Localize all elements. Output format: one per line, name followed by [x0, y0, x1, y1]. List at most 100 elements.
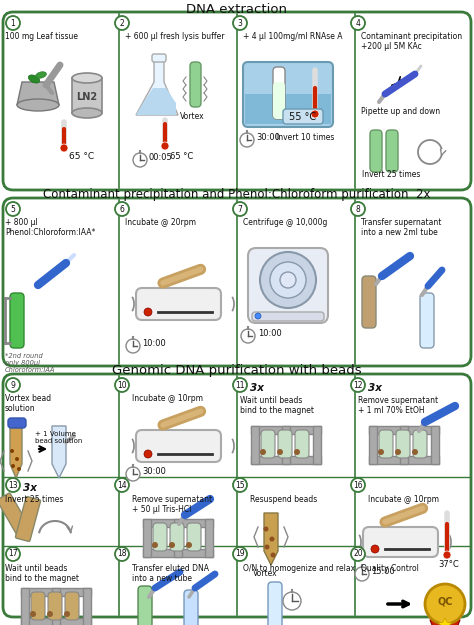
FancyBboxPatch shape	[190, 62, 201, 107]
Circle shape	[11, 464, 15, 468]
Circle shape	[443, 551, 451, 559]
Polygon shape	[430, 612, 460, 625]
Text: 5: 5	[10, 204, 16, 214]
Circle shape	[169, 542, 175, 548]
Circle shape	[271, 552, 275, 558]
Circle shape	[412, 449, 418, 455]
Text: 20: 20	[353, 549, 363, 559]
FancyBboxPatch shape	[3, 374, 471, 617]
FancyBboxPatch shape	[413, 430, 427, 458]
Text: QC: QC	[437, 597, 453, 607]
Circle shape	[270, 536, 274, 541]
FancyBboxPatch shape	[379, 430, 393, 458]
Text: 15:00: 15:00	[371, 567, 395, 576]
Text: Contaminant precipitation
+200 µl 5M KAc: Contaminant precipitation +200 µl 5M KAc	[361, 32, 462, 51]
Text: 00:05: 00:05	[149, 153, 173, 162]
Circle shape	[255, 313, 261, 319]
Circle shape	[144, 450, 152, 458]
Text: Invert 25 times: Invert 25 times	[5, 495, 64, 504]
FancyBboxPatch shape	[153, 523, 167, 551]
FancyBboxPatch shape	[252, 312, 324, 321]
Bar	[251, 456, 321, 464]
FancyBboxPatch shape	[273, 82, 285, 119]
FancyBboxPatch shape	[396, 430, 410, 458]
Circle shape	[233, 16, 247, 30]
Circle shape	[17, 467, 21, 471]
Circle shape	[152, 542, 158, 548]
Bar	[251, 426, 259, 464]
Text: Remove supernatant
+ 50 µl Tris-HCl: Remove supernatant + 50 µl Tris-HCl	[132, 495, 212, 514]
Text: 30:00: 30:00	[256, 133, 280, 142]
Circle shape	[294, 449, 300, 455]
Circle shape	[144, 308, 152, 316]
Bar	[21, 588, 91, 596]
Text: O/N to homogenize and relax: O/N to homogenize and relax	[243, 564, 355, 573]
Circle shape	[6, 378, 20, 392]
Circle shape	[115, 478, 129, 492]
Text: Transfer supernatant
into a new 2ml tube: Transfer supernatant into a new 2ml tube	[361, 218, 441, 238]
Text: Quality Control: Quality Control	[361, 564, 419, 573]
Bar	[21, 588, 29, 625]
Polygon shape	[136, 60, 178, 115]
Circle shape	[6, 16, 20, 30]
FancyBboxPatch shape	[31, 592, 45, 620]
Bar	[143, 519, 213, 527]
FancyBboxPatch shape	[362, 276, 376, 328]
FancyBboxPatch shape	[0, 493, 31, 537]
Text: Vortex: Vortex	[253, 569, 277, 578]
Circle shape	[6, 478, 20, 492]
Circle shape	[260, 449, 266, 455]
Circle shape	[64, 611, 70, 617]
Bar	[369, 456, 439, 464]
Circle shape	[47, 611, 53, 617]
Circle shape	[425, 584, 465, 624]
FancyBboxPatch shape	[136, 430, 221, 462]
Bar	[83, 588, 91, 625]
Ellipse shape	[28, 75, 40, 83]
FancyBboxPatch shape	[136, 288, 221, 320]
Ellipse shape	[72, 73, 102, 83]
Circle shape	[233, 478, 247, 492]
Bar	[245, 94, 331, 124]
Circle shape	[115, 202, 129, 216]
Text: Pipette up and down: Pipette up and down	[361, 107, 440, 116]
Circle shape	[270, 262, 306, 298]
Circle shape	[241, 329, 255, 343]
Text: 15: 15	[235, 481, 245, 489]
Text: Contaminant precipitation and Phenol:Chloroform purification  2x: Contaminant precipitation and Phenol:Chl…	[43, 188, 431, 201]
Bar	[72, 78, 102, 113]
Circle shape	[264, 526, 268, 531]
Circle shape	[10, 449, 14, 453]
Text: Centrifuge @ 10,000g: Centrifuge @ 10,000g	[243, 218, 328, 227]
Bar	[431, 426, 439, 464]
FancyBboxPatch shape	[65, 592, 79, 620]
Circle shape	[395, 449, 401, 455]
Text: 19: 19	[235, 549, 245, 559]
Text: 37°C: 37°C	[438, 560, 459, 569]
Circle shape	[240, 133, 254, 147]
Text: 11: 11	[235, 381, 245, 389]
Text: Incubate @ 20rpm: Incubate @ 20rpm	[125, 218, 196, 227]
Text: DNA extraction: DNA extraction	[186, 3, 288, 16]
Text: Remove supernatant
+ 1 ml 70% EtOH: Remove supernatant + 1 ml 70% EtOH	[358, 396, 438, 416]
Polygon shape	[10, 426, 22, 478]
Ellipse shape	[36, 72, 46, 78]
Circle shape	[378, 449, 384, 455]
Text: 13: 13	[8, 481, 18, 489]
FancyBboxPatch shape	[363, 527, 438, 557]
Text: 12: 12	[353, 381, 363, 389]
Circle shape	[186, 542, 192, 548]
Circle shape	[351, 202, 365, 216]
Circle shape	[355, 567, 369, 581]
Text: 9: 9	[10, 381, 16, 389]
Text: 8: 8	[356, 204, 360, 214]
Polygon shape	[264, 513, 278, 565]
Text: 3x: 3x	[23, 483, 37, 493]
FancyBboxPatch shape	[16, 497, 40, 541]
FancyBboxPatch shape	[184, 590, 198, 625]
FancyBboxPatch shape	[295, 430, 309, 458]
Text: *2nd round
only 800µl
Chloroform:IAA: *2nd round only 800µl Chloroform:IAA	[5, 353, 55, 373]
Text: Resuspend beads: Resuspend beads	[250, 495, 317, 504]
Text: LN2: LN2	[76, 92, 98, 102]
Circle shape	[15, 457, 19, 461]
